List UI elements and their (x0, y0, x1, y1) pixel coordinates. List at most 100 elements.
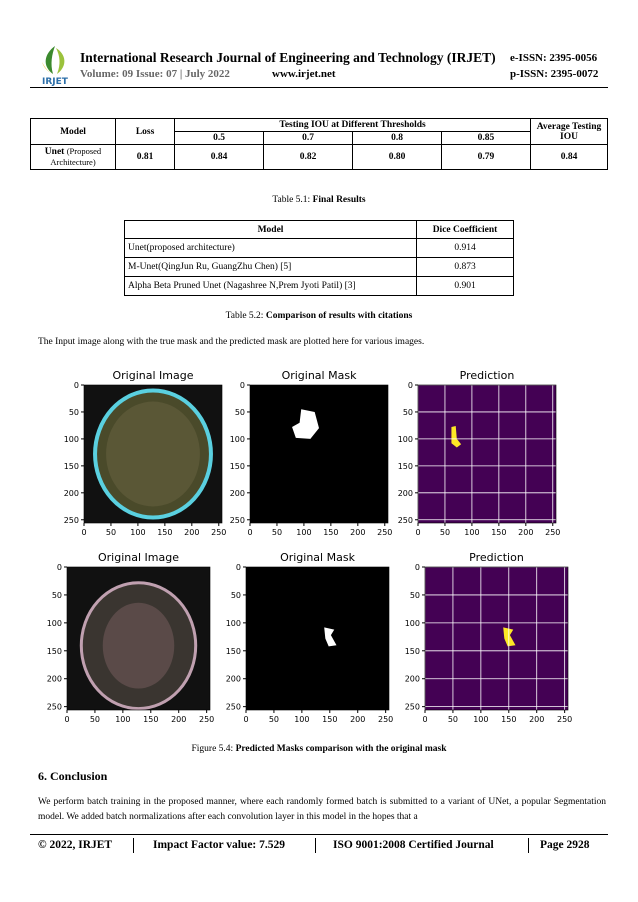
x-tick-label: 150 (323, 528, 338, 537)
y-tick-label: 250 (405, 703, 420, 712)
y-tick-label: 150 (64, 462, 79, 471)
x-tick-label: 250 (545, 528, 560, 537)
x-tick-label: 150 (143, 715, 158, 724)
cell: Unet (Proposed Architecture) (30, 144, 116, 170)
x-tick-label: 150 (491, 528, 506, 537)
brain (106, 401, 200, 507)
caption-prefix: Table 5.1: (272, 195, 313, 205)
results-table: Model Loss Testing IOU at Different Thresh… (30, 118, 608, 170)
cell: 0.81 (114, 144, 176, 170)
cell: 0.82 (263, 144, 354, 170)
panel-title: Original Mask (282, 369, 358, 382)
y-tick-label: 0 (408, 381, 413, 390)
comparison-table: Model Dice Coefficient Unet(proposed arch… (124, 220, 514, 296)
x-tick-label: 250 (211, 528, 226, 537)
x-tick-label: 0 (415, 528, 420, 537)
mask-region (292, 409, 319, 439)
panel-frame (66, 566, 211, 711)
panel-frame (424, 566, 569, 711)
x-tick-label: 250 (199, 715, 214, 724)
x-tick-label: 50 (269, 715, 279, 724)
x-tick-label: 100 (130, 528, 145, 537)
panel-title: Original Image (113, 369, 194, 382)
header-cell: Loss (114, 118, 176, 145)
header-rule (30, 87, 608, 88)
y-tick-label: 100 (405, 619, 420, 628)
x-tick-label: 100 (296, 528, 311, 537)
cell: 0.914 (416, 238, 514, 258)
caption-prefix: Figure 5.4: (191, 744, 236, 754)
x-tick-label: 0 (243, 715, 248, 724)
separator (315, 838, 316, 853)
volume: Volume: 09 Issue: 07 | July 2022 (80, 68, 230, 80)
y-tick-label: 0 (236, 563, 241, 572)
eissn: e-ISSN: 2395-0056 (510, 52, 598, 64)
cell: M-Unet(QingJun Ru, GuangZhu Chen) [5] (124, 257, 417, 277)
image (246, 567, 389, 710)
y-tick-label: 100 (64, 435, 79, 444)
mask-region (451, 425, 462, 448)
y-tick-label: 100 (398, 435, 413, 444)
x-tick-label: 0 (64, 715, 69, 724)
caption: Figure 5.4: Predicted Masks comparison w… (0, 744, 638, 754)
y-tick-label: 200 (226, 675, 241, 684)
y-tick-label: 0 (74, 381, 79, 390)
panel-title: Prediction (469, 551, 524, 564)
x-tick-label: 250 (377, 528, 392, 537)
pissn: p-ISSN: 2395-0072 (510, 68, 599, 80)
caption-title: Predicted Masks comparison with the orig… (235, 744, 447, 754)
x-tick-label: 0 (247, 528, 252, 537)
cell: 0.873 (416, 257, 514, 277)
journal-title: International Research Journal of Engine… (80, 50, 496, 65)
y-tick-label: 0 (415, 563, 420, 572)
cell: 0.84 (174, 144, 265, 170)
x-tick-label: 100 (473, 715, 488, 724)
y-tick-label: 150 (230, 462, 245, 471)
cell: Alpha Beta Pruned Unet (Nagashree N,Prem… (124, 276, 417, 296)
y-tick-label: 200 (47, 675, 62, 684)
separator (528, 838, 529, 853)
cell: 0.79 (440, 144, 532, 170)
header-cell: 0.5 (174, 131, 265, 145)
x-tick-label: 150 (322, 715, 337, 724)
caption-title: Final Results (312, 195, 366, 205)
panel-frame (245, 566, 390, 711)
header-cell: 0.8 (352, 131, 442, 145)
x-tick-label: 50 (440, 528, 450, 537)
separator (133, 838, 134, 853)
y-tick-label: 250 (230, 516, 245, 525)
header-cell: Dice Coefficient (416, 220, 514, 239)
x-tick-label: 50 (272, 528, 282, 537)
caption: Table 5.1: Final Results (0, 195, 638, 205)
y-tick-label: 50 (403, 408, 413, 417)
y-tick-label: 200 (405, 675, 420, 684)
x-tick-label: 100 (115, 715, 130, 724)
panel-title: Original Image (98, 551, 179, 564)
x-tick-label: 0 (422, 715, 427, 724)
copyright: © 2022, IRJET (38, 839, 113, 851)
image (250, 385, 388, 523)
x-tick-label: 200 (529, 715, 544, 724)
x-tick-label: 200 (350, 528, 365, 537)
cell-bold: Unet (44, 147, 65, 157)
x-tick-label: 250 (557, 715, 572, 724)
page-number: Page 2928 (540, 839, 590, 851)
caption-title: Comparison of results with citations (265, 311, 413, 321)
x-tick-label: 0 (81, 528, 86, 537)
y-tick-label: 200 (398, 489, 413, 498)
mask-region (503, 627, 516, 647)
panel-frame (83, 384, 223, 524)
y-tick-label: 200 (230, 489, 245, 498)
y-tick-label: 100 (47, 619, 62, 628)
impact-factor: Impact Factor value: 7.529 (153, 839, 286, 851)
logo: IRJET (42, 46, 69, 87)
cell-text: (Proposed Architecture) (50, 146, 102, 167)
x-tick-label: 200 (518, 528, 533, 537)
panel-frame (417, 384, 557, 524)
header-cell: 0.7 (263, 131, 354, 145)
cell: Unet(proposed architecture) (124, 238, 417, 258)
x-tick-label: 150 (501, 715, 516, 724)
x-tick-label: 100 (464, 528, 479, 537)
y-tick-label: 250 (64, 516, 79, 525)
y-tick-label: 50 (52, 591, 62, 600)
